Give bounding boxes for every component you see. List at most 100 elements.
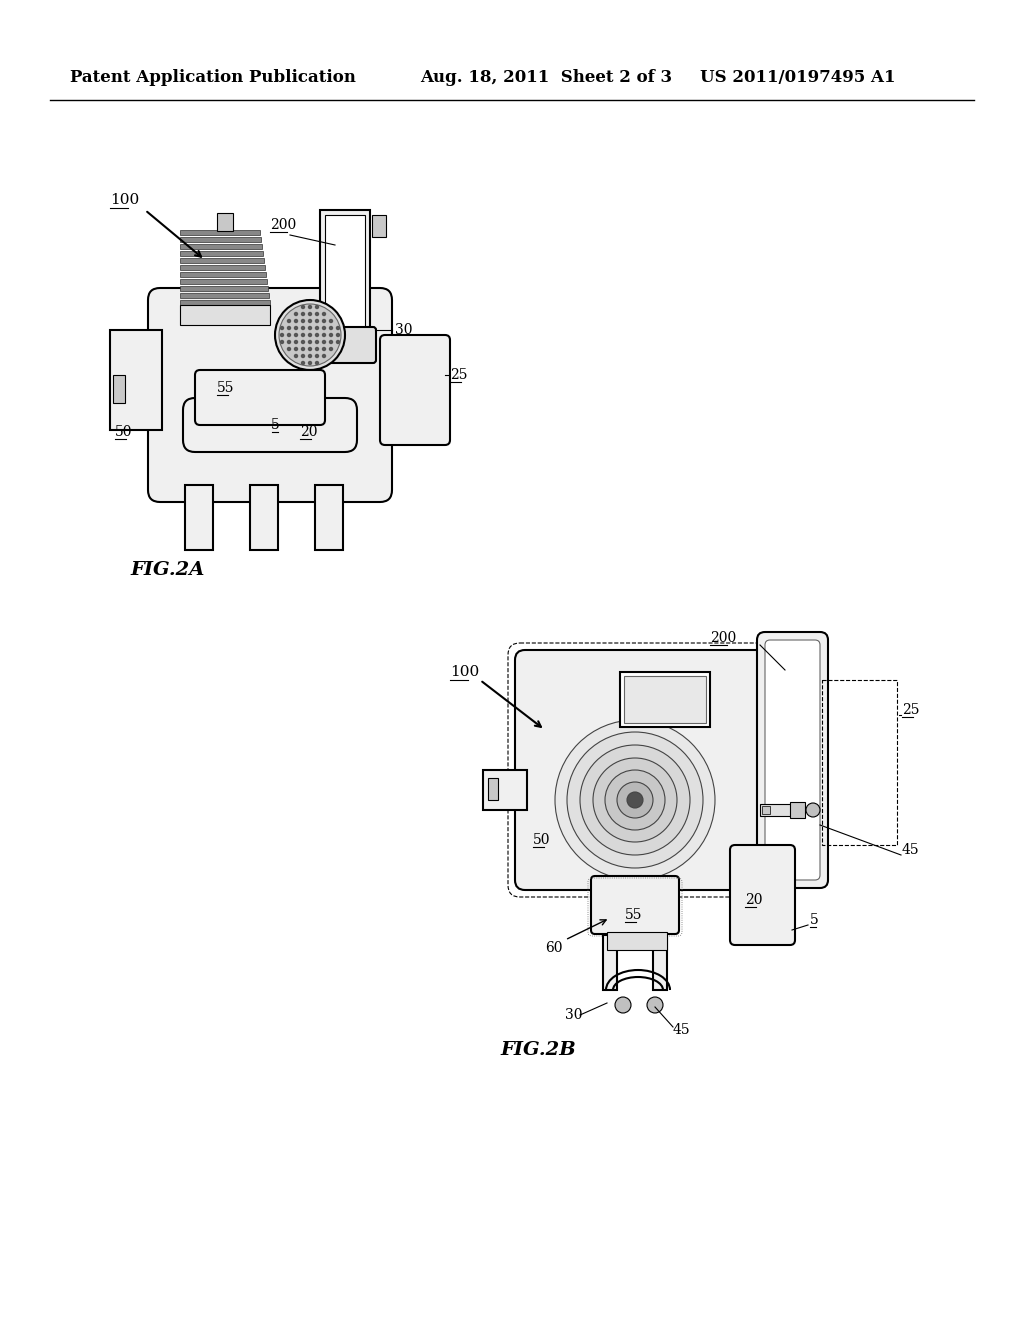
- Circle shape: [567, 733, 703, 869]
- Circle shape: [295, 334, 298, 337]
- FancyBboxPatch shape: [195, 370, 325, 425]
- Text: 5: 5: [810, 913, 819, 927]
- Circle shape: [301, 319, 304, 322]
- Circle shape: [315, 313, 318, 315]
- Circle shape: [337, 341, 340, 343]
- Text: 200: 200: [710, 631, 736, 645]
- Text: 100: 100: [110, 193, 139, 207]
- Circle shape: [301, 334, 304, 337]
- Text: 20: 20: [300, 425, 317, 440]
- Circle shape: [315, 319, 318, 322]
- Text: 45: 45: [673, 1023, 690, 1038]
- Circle shape: [301, 347, 304, 351]
- Bar: [603, 935, 617, 990]
- Circle shape: [281, 341, 284, 343]
- FancyBboxPatch shape: [757, 632, 828, 888]
- Bar: [760, 804, 795, 816]
- Bar: [217, 213, 233, 231]
- Circle shape: [580, 744, 690, 855]
- Circle shape: [615, 997, 631, 1012]
- Bar: [113, 375, 125, 403]
- Bar: [180, 305, 270, 325]
- Circle shape: [315, 334, 318, 337]
- Circle shape: [295, 319, 298, 322]
- Circle shape: [308, 305, 311, 309]
- Text: 25: 25: [450, 368, 468, 381]
- FancyBboxPatch shape: [515, 649, 775, 890]
- Text: FIG.2B: FIG.2B: [500, 1041, 575, 1059]
- Text: 45: 45: [902, 843, 920, 857]
- FancyBboxPatch shape: [591, 876, 679, 935]
- Bar: [180, 300, 270, 305]
- Circle shape: [323, 334, 326, 337]
- Bar: [180, 230, 260, 235]
- Circle shape: [323, 347, 326, 351]
- Circle shape: [593, 758, 677, 842]
- Bar: [180, 279, 267, 284]
- Text: 50: 50: [115, 425, 132, 440]
- Bar: [180, 251, 263, 256]
- Bar: [319, 210, 370, 341]
- Circle shape: [323, 341, 326, 343]
- Circle shape: [315, 326, 318, 330]
- Circle shape: [308, 341, 311, 343]
- Bar: [624, 676, 706, 723]
- Circle shape: [315, 355, 318, 358]
- Circle shape: [555, 719, 715, 880]
- Bar: [180, 293, 269, 298]
- Circle shape: [301, 326, 304, 330]
- Circle shape: [323, 355, 326, 358]
- Bar: [372, 215, 386, 238]
- Circle shape: [288, 341, 291, 343]
- Text: 200: 200: [270, 218, 296, 232]
- Circle shape: [605, 770, 665, 830]
- Circle shape: [308, 347, 311, 351]
- Circle shape: [301, 313, 304, 315]
- Circle shape: [330, 341, 333, 343]
- Circle shape: [308, 355, 311, 358]
- Text: US 2011/0197495 A1: US 2011/0197495 A1: [700, 70, 896, 87]
- Bar: [762, 807, 770, 814]
- Circle shape: [295, 355, 298, 358]
- FancyBboxPatch shape: [148, 288, 392, 502]
- Bar: [315, 484, 343, 550]
- Circle shape: [337, 326, 340, 330]
- Circle shape: [308, 362, 311, 364]
- Circle shape: [308, 326, 311, 330]
- Circle shape: [806, 803, 820, 817]
- FancyBboxPatch shape: [183, 399, 357, 451]
- Circle shape: [281, 334, 284, 337]
- Circle shape: [279, 304, 341, 366]
- Bar: [110, 330, 162, 430]
- Circle shape: [647, 997, 663, 1012]
- Circle shape: [315, 362, 318, 364]
- Circle shape: [295, 347, 298, 351]
- Circle shape: [288, 326, 291, 330]
- Circle shape: [330, 347, 333, 351]
- Bar: [790, 803, 805, 818]
- FancyBboxPatch shape: [312, 327, 376, 363]
- Circle shape: [323, 326, 326, 330]
- Circle shape: [275, 300, 345, 370]
- Bar: [607, 932, 667, 950]
- Text: 55: 55: [217, 381, 234, 395]
- Text: Aug. 18, 2011  Sheet 2 of 3: Aug. 18, 2011 Sheet 2 of 3: [420, 70, 672, 87]
- Bar: [180, 265, 265, 271]
- FancyBboxPatch shape: [765, 640, 820, 880]
- Circle shape: [330, 319, 333, 322]
- Circle shape: [301, 355, 304, 358]
- Text: 50: 50: [534, 833, 551, 847]
- Text: 100: 100: [450, 665, 479, 678]
- Circle shape: [330, 326, 333, 330]
- Circle shape: [323, 313, 326, 315]
- Circle shape: [281, 326, 284, 330]
- Bar: [180, 257, 264, 263]
- Bar: [488, 777, 498, 800]
- Circle shape: [315, 305, 318, 309]
- Text: Patent Application Publication: Patent Application Publication: [70, 70, 356, 87]
- Circle shape: [308, 334, 311, 337]
- Circle shape: [323, 319, 326, 322]
- Text: FIG.2A: FIG.2A: [130, 561, 205, 579]
- Text: 60: 60: [545, 941, 562, 954]
- Text: 5: 5: [270, 418, 280, 432]
